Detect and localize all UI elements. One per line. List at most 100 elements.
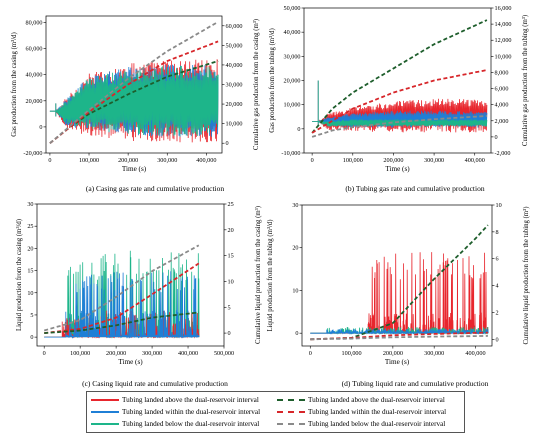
y2-tick-label: -2,000 [495, 150, 511, 157]
y2-tick-label: 30,000 [226, 82, 243, 89]
legend-label: Tubing landed within the dual-reservoir … [122, 408, 261, 416]
x-tick-label: 100,000 [343, 157, 363, 164]
y-tick-label: 10,000 [283, 102, 300, 109]
series-cum_within [44, 262, 200, 334]
y2-tick-label: 12,000 [495, 37, 512, 44]
y2-tick-label: 15 [228, 253, 234, 260]
y-tick-label: 10 [292, 287, 298, 294]
y-axis-label: Gas production from the tubing (m³/d) [269, 28, 276, 133]
x-tick-label: 400,000 [178, 350, 198, 357]
x-tick-label: 500,000 [214, 350, 234, 357]
y2-axis-label: Cumulative liquid production from the tu… [523, 207, 530, 345]
y-tick-label: 40,000 [283, 29, 300, 36]
y2-tick-label: 0 [226, 140, 229, 147]
series-cum_within [49, 40, 219, 144]
x-tick-label: 0 [43, 350, 46, 357]
y-axis-label: Liquid production from the casing (m³/d) [16, 219, 23, 331]
y2-tick-label: 8,000 [495, 69, 509, 76]
y2-tick-label: 10 [228, 278, 234, 285]
legend-swatch [277, 411, 305, 414]
y-tick-label: 0 [295, 330, 298, 337]
x-axis-label: Time (s) [118, 358, 143, 366]
legend-item: Tubing landed above the dual-reservoir i… [277, 395, 445, 405]
series-cum_above [310, 224, 489, 341]
x-tick-label: 0 [309, 350, 312, 357]
y2-tick-label: 0 [496, 336, 499, 343]
y2-tick-label: 0 [228, 330, 231, 337]
plot-frame [36, 203, 225, 347]
x-tick-label: 400,000 [465, 350, 485, 357]
x-tick-label: 400,000 [465, 157, 485, 164]
y2-tick-label: 6 [496, 256, 499, 263]
legend-label: Tubing landed above the dual-reservoir i… [308, 396, 445, 404]
y2-tick-label: 10 [496, 202, 502, 209]
series-cum_above [44, 311, 199, 334]
legend-swatch [91, 399, 119, 402]
x-tick-label: 300,000 [157, 157, 177, 164]
series-cum_below [43, 244, 200, 332]
y2-tick-label: 20 [228, 227, 234, 234]
y-tick-label: 80,000 [25, 20, 42, 27]
y-tick-label: 20,000 [25, 98, 42, 105]
y2-tick-label: 10,000 [495, 53, 512, 60]
plot-area-b [311, 19, 488, 138]
y-tick-label: -20,000 [23, 150, 42, 157]
y2-tick-label: 2,000 [495, 118, 509, 125]
y2-tick-label: 14,000 [495, 21, 512, 28]
y2-axis-label: Cumulative gas production from the casin… [253, 19, 260, 150]
y-tick-label: 20,000 [283, 78, 300, 85]
chart-panel-c: 0 100,000 200,000 300,000 400,000 500,000 0 5 10… [16, 201, 262, 366]
y2-tick-label: 4,000 [495, 102, 509, 109]
legend: Tubing landed above the dual-reservoir i… [86, 391, 465, 433]
plot-area-a [49, 21, 219, 144]
y2-tick-label: 16,000 [495, 5, 512, 12]
legend-swatch [91, 411, 119, 414]
chart-panel-d: 0 100,000 200,000 300,000 400,000 0 10 20 30 0 2 4 6… [267, 202, 530, 366]
legend-label: Tubing landed below the dual-reservoir i… [122, 420, 260, 428]
y-tick-label: 50,000 [283, 5, 300, 12]
caption-c: (c) Casing liquid rate and cumulative pr… [82, 379, 228, 388]
legend-swatch [277, 423, 305, 426]
series-cum_below [310, 335, 488, 341]
y-tick-label: 30 [292, 202, 298, 209]
x-tick-label: 0 [311, 157, 314, 164]
x-tick-label: 0 [48, 157, 51, 164]
series-above [310, 252, 489, 335]
y2-tick-label: 4 [496, 283, 499, 290]
y2-tick-label: 40,000 [226, 62, 243, 69]
x-tick-label: 300,000 [142, 350, 162, 357]
legend-label: Tubing landed below the dual-reservoir i… [308, 420, 446, 428]
legend-item: Tubing landed within the dual-reservoir … [277, 407, 446, 417]
y-tick-label: 25 [27, 223, 33, 230]
y-tick-label: -10,000 [281, 150, 300, 157]
x-tick-label: 300,000 [424, 157, 444, 164]
plot-frame [301, 204, 493, 347]
y2-tick-label: 20,000 [226, 101, 243, 108]
legend-swatch [277, 399, 305, 402]
y-tick-label: 60,000 [25, 46, 42, 53]
x-axis-label: Time (s) [122, 165, 147, 173]
x-tick-label: 200,000 [383, 157, 403, 164]
y-tick-label: 20 [292, 245, 298, 252]
legend-item: Tubing landed below the dual-reservoir i… [91, 419, 259, 429]
legend-swatch [91, 423, 119, 426]
x-tick-label: 400,000 [196, 157, 216, 164]
y2-tick-label: 25 [228, 201, 234, 208]
series-cum_above [311, 19, 488, 134]
series-cum_within [311, 69, 488, 134]
y2-tick-label: 0 [495, 134, 498, 141]
legend-item: Tubing landed below the dual-reservoir i… [277, 419, 445, 429]
x-tick-label: 200,000 [383, 350, 403, 357]
legend-label: Tubing landed within the dual-reservoir … [308, 408, 447, 416]
legend-item: Tubing landed within the dual-reservoir … [91, 407, 260, 417]
x-tick-label: 200,000 [118, 157, 138, 164]
y2-tick-label: 2 [496, 309, 499, 316]
series-cum_below [49, 21, 219, 144]
y2-tick-label: 5 [228, 304, 231, 311]
series-below [312, 119, 488, 127]
y-tick-label: 15 [27, 268, 33, 275]
y-tick-label: 0 [39, 124, 42, 131]
y2-tick-label: 50,000 [226, 42, 243, 49]
x-tick-label: 200,000 [106, 350, 126, 357]
